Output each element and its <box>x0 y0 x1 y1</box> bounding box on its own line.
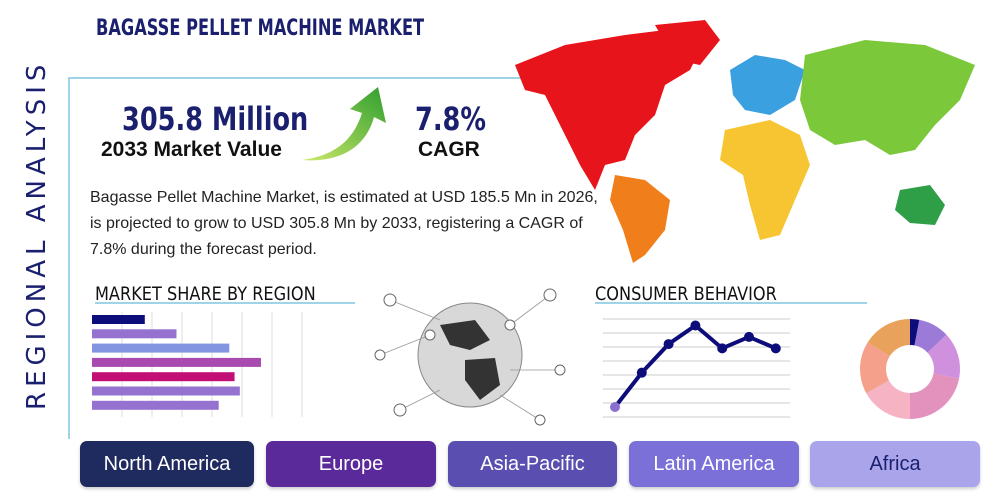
consumer-behavior-heading: CONSUMER BEHAVIOR <box>595 283 777 305</box>
asia-region <box>800 40 975 155</box>
side-label: REGIONAL ANALYSIS <box>22 59 52 410</box>
data-point <box>690 320 701 331</box>
data-point <box>663 339 674 350</box>
growth-arrow-icon <box>302 87 386 161</box>
africa-region <box>720 120 810 240</box>
donut-slice <box>914 319 947 353</box>
region-latin-america-button[interactable]: Latin America <box>629 441 799 487</box>
consumer-behavior-donut-chart <box>860 319 960 419</box>
content-frame <box>68 77 630 439</box>
cagr-value: 7.8% <box>415 100 486 138</box>
market-value: 305.8 Million <box>122 100 309 138</box>
bar <box>92 315 145 324</box>
donut-slice <box>867 319 910 357</box>
donut-slice <box>866 380 910 419</box>
bar <box>92 386 240 396</box>
oceania-region <box>895 185 945 225</box>
bar <box>92 357 261 367</box>
bar <box>92 329 177 339</box>
market-value-label: 2033 Market Value <box>101 138 282 161</box>
cagr-label: CAGR <box>418 138 480 161</box>
page-title: BAGASSE PELLET MACHINE MARKET <box>96 16 425 41</box>
donut-slice <box>927 334 960 379</box>
globe-network-illustration <box>374 288 566 426</box>
region-asia-pacific-button[interactable]: Asia-Pacific <box>448 441 617 487</box>
region-north-america-button[interactable]: North America <box>80 441 254 487</box>
region-europe-button[interactable]: Europe <box>266 441 436 487</box>
heading-underline <box>95 302 355 304</box>
description: Bagasse Pellet Machine Market, is estima… <box>90 189 598 258</box>
data-point <box>636 367 647 378</box>
donut-slice <box>910 373 960 419</box>
world-map <box>515 20 975 263</box>
bar <box>92 343 230 353</box>
greenland-region <box>655 20 720 65</box>
north-america-region <box>515 30 705 190</box>
market-share-heading: MARKET SHARE BY REGION <box>95 283 316 305</box>
data-point <box>610 401 620 412</box>
data-point <box>744 331 754 342</box>
heading-underline <box>595 302 867 304</box>
donut-slice <box>910 319 920 346</box>
latin-america-region <box>610 175 670 263</box>
region-africa-button[interactable]: Africa <box>810 441 980 487</box>
data-point <box>717 343 728 354</box>
data-point <box>770 343 781 354</box>
market-share-bar-chart <box>92 312 303 417</box>
europe-region <box>730 55 805 115</box>
bar <box>92 372 235 382</box>
bar <box>92 400 219 410</box>
consumer-behavior-line-chart <box>603 318 790 418</box>
donut-slice <box>860 342 890 394</box>
